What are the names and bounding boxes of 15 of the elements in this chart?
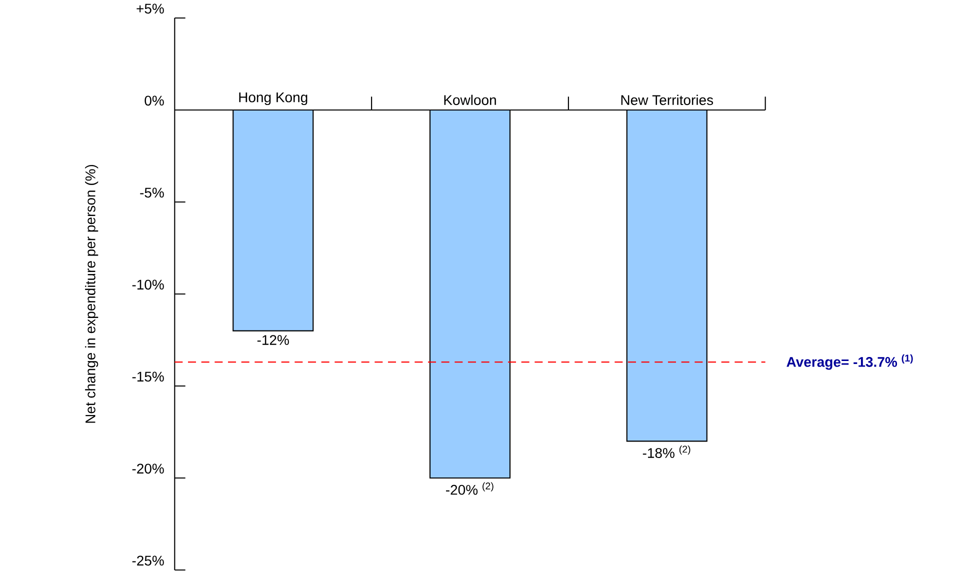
y-tick-label: 0%: [144, 96, 164, 106]
y-tick-label: -10%: [132, 280, 164, 290]
x-tick-label: New Territories: [621, 94, 714, 106]
y-axis-title: Net change in expenditure per person (%): [85, 164, 98, 423]
data-label: -12%: [257, 335, 289, 345]
y-tick-label: -15%: [132, 372, 164, 382]
x-tick-label: Hong Kong: [239, 92, 308, 106]
data-label: -18% $^{(2)}$: [642, 445, 690, 458]
ref-line-label: Average= -13.7% $^{(1)}$: [786, 354, 913, 370]
data-label: -20% $^{(2)}$: [446, 482, 494, 495]
y-tick-label: -20%: [132, 464, 164, 474]
x-tick-label: Kowloon: [444, 94, 496, 106]
y-tick-label: -5%: [140, 188, 164, 198]
y-tick-label: -25%: [132, 556, 164, 566]
y-tick-label: +5%: [136, 4, 164, 14]
